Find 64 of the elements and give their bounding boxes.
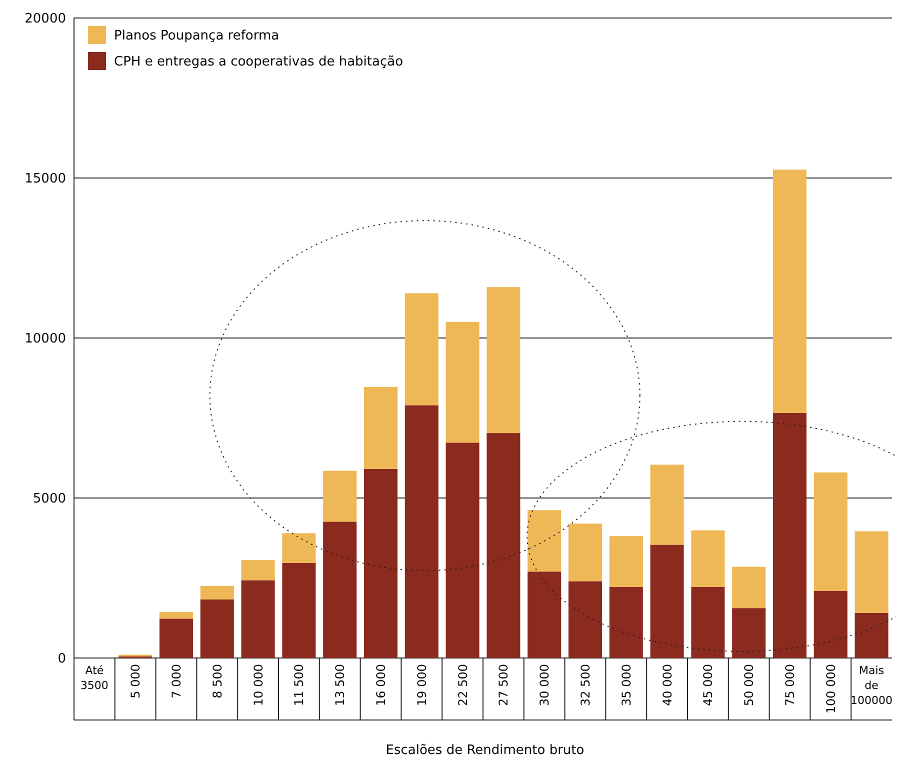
bar [159,612,194,619]
bar [323,522,357,658]
x-tick-label: 22 500 [456,664,470,706]
x-tick-label: 32 500 [578,664,592,706]
legend-label: Planos Poupança reforma [114,28,280,44]
bar [404,405,438,658]
x-tick-label: 13 500 [333,664,348,706]
x-tick-label: 19 000 [414,664,429,706]
bar [650,464,684,545]
y-tick-label: 10000 [24,332,66,347]
bar [159,618,194,658]
bar [486,433,520,658]
bar [814,472,848,591]
bar [446,322,480,443]
bar [691,586,725,658]
bar [528,572,562,658]
x-tick-label: 10 000 [251,664,266,706]
x-tick-label: 100 000 [824,664,838,714]
x-tick-label: Até 3500 [80,664,108,692]
x-tick-label: 8 500 [210,664,224,698]
x-tick-label: 5 000 [128,664,143,698]
bar [650,544,684,658]
bar [282,533,316,563]
bar [854,612,888,658]
bar [282,562,316,658]
x-tick-label: 50 000 [742,664,756,706]
bar [772,412,807,658]
bar [568,524,602,582]
bar [528,510,562,572]
x-tick-label: 40 000 [660,664,674,706]
y-tick-label: 20000 [24,12,66,27]
y-tick-label: 5000 [32,492,66,507]
x-tick-label: 11 500 [292,664,306,706]
x-tick-label: 30 000 [538,664,552,706]
bar [404,293,438,406]
bar [691,530,725,587]
x-tick-label: Mais de 100000 [850,664,893,707]
bar [854,531,888,613]
x-tick-label: 35 000 [619,664,634,706]
bar [486,287,520,434]
legend-label: CPH e entregas a cooperativas de habitação [114,54,404,70]
bar [323,470,357,522]
bar [772,170,807,413]
x-tick-label: 75 000 [782,664,797,706]
bar [241,560,275,580]
bar [364,386,398,469]
bar [568,581,602,658]
bar [609,586,643,658]
x-axis-title: Escalões de Rendimento bruto [386,743,584,758]
bar [814,590,848,658]
bar [364,468,398,658]
bar [446,442,480,658]
x-tick-label: 7 000 [169,664,184,698]
bar [200,599,234,658]
bar [732,608,766,658]
x-tick-label: 45 000 [701,664,716,706]
bar [200,586,234,600]
bar [732,566,766,608]
x-tick-label: 16 000 [374,664,388,706]
bar [241,580,275,658]
y-tick-label: 15000 [24,172,66,187]
x-tick-label: 27 500 [496,664,511,706]
y-tick-label: 0 [58,652,66,667]
bar [609,536,643,587]
